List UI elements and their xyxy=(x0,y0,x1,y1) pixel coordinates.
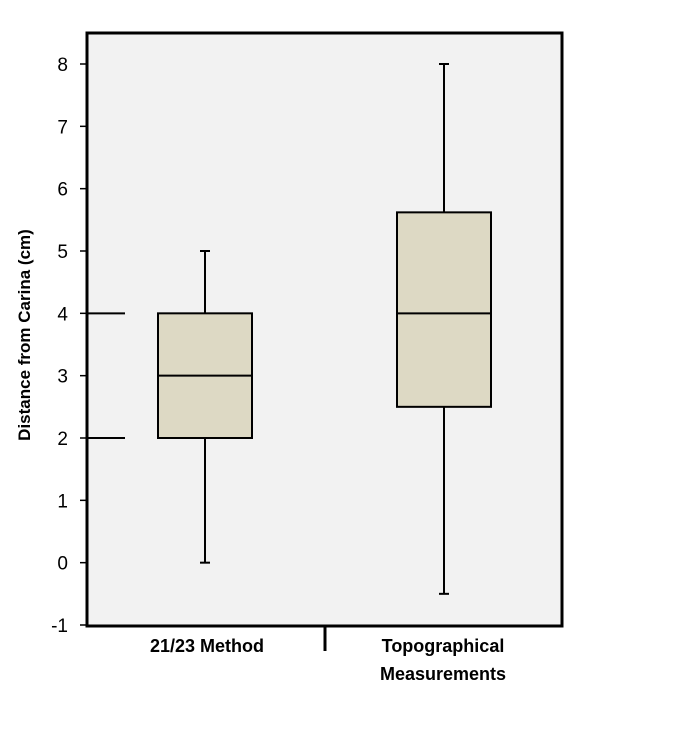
y-tick-label: 5 xyxy=(57,242,68,263)
y-tick-label: 7 xyxy=(57,117,68,138)
y-tick-label: 8 xyxy=(57,55,68,76)
y-axis-label: Distance from Carina (cm) xyxy=(15,229,34,441)
plot-frame xyxy=(85,31,564,628)
y-tick-label: 6 xyxy=(57,180,68,201)
category-label: 21/23 Method xyxy=(150,636,264,656)
box-2 xyxy=(396,211,492,408)
y-tick-label: -1 xyxy=(51,616,68,637)
y-tick-label: 3 xyxy=(57,367,68,388)
category-label: Measurements xyxy=(380,664,506,684)
y-tick-label: 1 xyxy=(57,491,68,512)
category-label: Topographical xyxy=(382,636,505,656)
y-tick-label: 4 xyxy=(57,304,68,325)
y-tick-label: 2 xyxy=(57,429,68,450)
y-tick-label: 0 xyxy=(57,554,68,575)
